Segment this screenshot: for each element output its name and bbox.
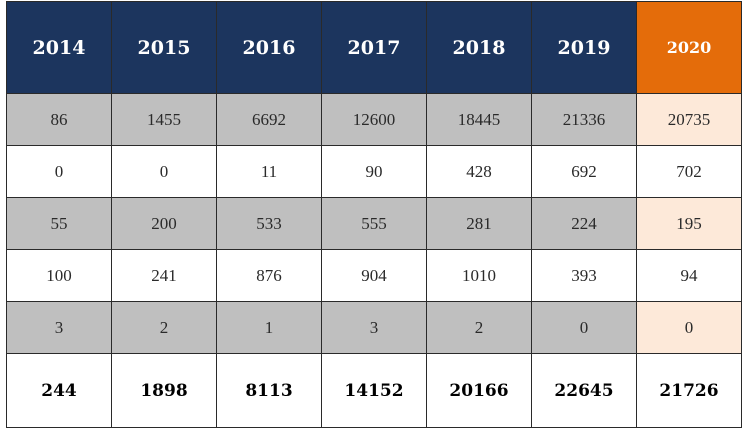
table-cell: 200 [111, 197, 217, 250]
header-row: 2014 2015 2016 2017 2018 2019 2020 [6, 1, 742, 94]
table-cell: 692 [531, 145, 637, 198]
data-table-container: 2014 2015 2016 2017 2018 2019 2020 86 14… [6, 1, 742, 428]
year-header: 2017 [321, 1, 427, 94]
table-row: 55 200 533 555 281 224 195 [6, 197, 742, 250]
table-cell-highlighted: 702 [636, 145, 742, 198]
table-cell: 86 [6, 93, 112, 146]
year-header-highlighted: 2020 [636, 1, 742, 94]
table-cell: 241 [111, 249, 217, 302]
table-cell: 6692 [216, 93, 322, 146]
table-cell: 904 [321, 249, 427, 302]
year-header: 2014 [6, 1, 112, 94]
table-cell: 21336 [531, 93, 637, 146]
table-cell: 1455 [111, 93, 217, 146]
table-cell-highlighted: 94 [636, 249, 742, 302]
table-cell: 0 [6, 145, 112, 198]
total-cell: 8113 [216, 353, 322, 428]
table-row: 3 2 1 3 2 0 0 [6, 301, 742, 354]
total-row: 244 1898 8113 14152 20166 22645 21726 [6, 353, 742, 428]
year-header: 2015 [111, 1, 217, 94]
table-row: 0 0 11 90 428 692 702 [6, 145, 742, 198]
table-cell: 3 [321, 301, 427, 354]
table-cell: 0 [531, 301, 637, 354]
total-cell: 21726 [636, 353, 742, 428]
table-cell: 0 [111, 145, 217, 198]
table-cell: 876 [216, 249, 322, 302]
year-header: 2018 [426, 1, 532, 94]
table-cell: 100 [6, 249, 112, 302]
year-header: 2016 [216, 1, 322, 94]
table-cell: 281 [426, 197, 532, 250]
table-cell: 1010 [426, 249, 532, 302]
total-cell: 20166 [426, 353, 532, 428]
table-cell: 55 [6, 197, 112, 250]
table-cell: 393 [531, 249, 637, 302]
table-cell: 90 [321, 145, 427, 198]
year-header: 2019 [531, 1, 637, 94]
table-cell: 428 [426, 145, 532, 198]
yearly-data-table: 2014 2015 2016 2017 2018 2019 2020 86 14… [6, 1, 742, 428]
table-cell-highlighted: 20735 [636, 93, 742, 146]
table-cell: 12600 [321, 93, 427, 146]
table-cell-highlighted: 195 [636, 197, 742, 250]
table-cell: 533 [216, 197, 322, 250]
table-cell: 11 [216, 145, 322, 198]
table-row: 100 241 876 904 1010 393 94 [6, 249, 742, 302]
table-cell: 2 [111, 301, 217, 354]
table-cell: 2 [426, 301, 532, 354]
table-cell: 18445 [426, 93, 532, 146]
table-row: 86 1455 6692 12600 18445 21336 20735 [6, 93, 742, 146]
total-cell: 14152 [321, 353, 427, 428]
table-cell: 224 [531, 197, 637, 250]
table-cell-highlighted: 0 [636, 301, 742, 354]
table-cell: 3 [6, 301, 112, 354]
table-cell: 555 [321, 197, 427, 250]
table-cell: 1 [216, 301, 322, 354]
total-cell: 22645 [531, 353, 637, 428]
total-cell: 244 [6, 353, 112, 428]
total-cell: 1898 [111, 353, 217, 428]
